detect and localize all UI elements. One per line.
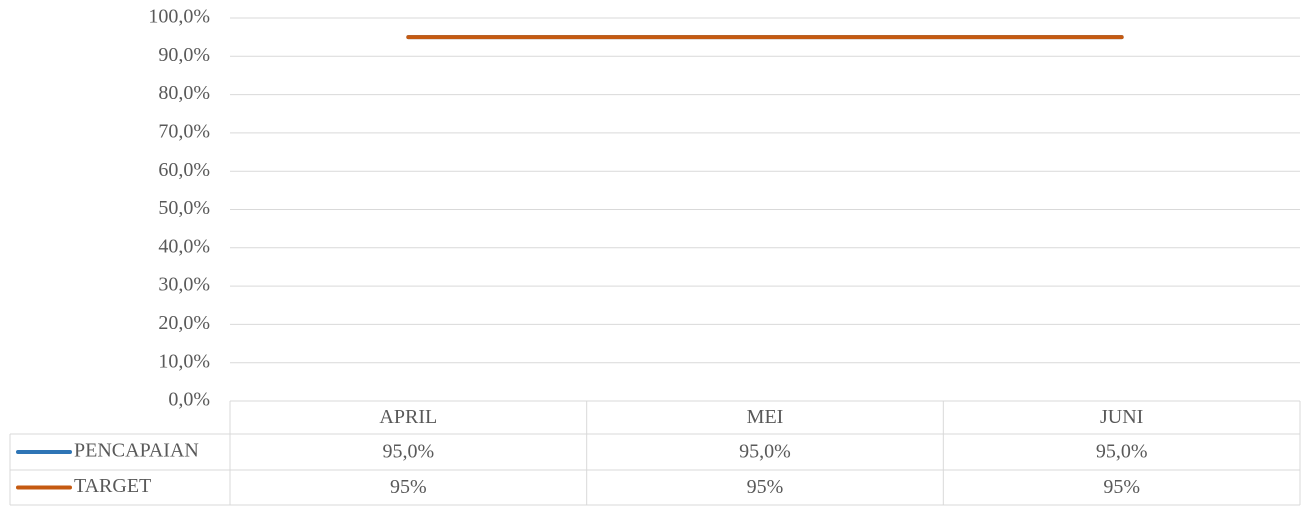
y-tick-label: 100,0% bbox=[148, 6, 210, 28]
x-tick-label: JUNI bbox=[1100, 406, 1143, 428]
x-tick-label: MEI bbox=[747, 406, 784, 428]
x-tick-label: APRIL bbox=[379, 406, 437, 428]
y-tick-label: 30,0% bbox=[158, 274, 210, 296]
y-tick-label: 50,0% bbox=[158, 197, 210, 219]
table-value: 95% bbox=[1103, 476, 1140, 498]
y-tick-label: 10,0% bbox=[158, 350, 210, 372]
table-value: 95,0% bbox=[1096, 441, 1148, 463]
legend-label: PENCAPAIAN bbox=[74, 440, 199, 462]
y-tick-label: 90,0% bbox=[158, 44, 210, 66]
table-value: 95,0% bbox=[739, 441, 791, 463]
table-value: 95% bbox=[390, 476, 427, 498]
y-tick-label: 20,0% bbox=[158, 312, 210, 334]
table-value: 95% bbox=[747, 476, 784, 498]
y-tick-label: 80,0% bbox=[158, 82, 210, 104]
y-tick-label: 70,0% bbox=[158, 120, 210, 142]
y-tick-label: 0,0% bbox=[168, 389, 210, 411]
y-tick-label: 60,0% bbox=[158, 159, 210, 181]
table-value: 95,0% bbox=[382, 441, 434, 463]
y-tick-label: 40,0% bbox=[158, 235, 210, 257]
legend-label: TARGET bbox=[74, 475, 151, 497]
